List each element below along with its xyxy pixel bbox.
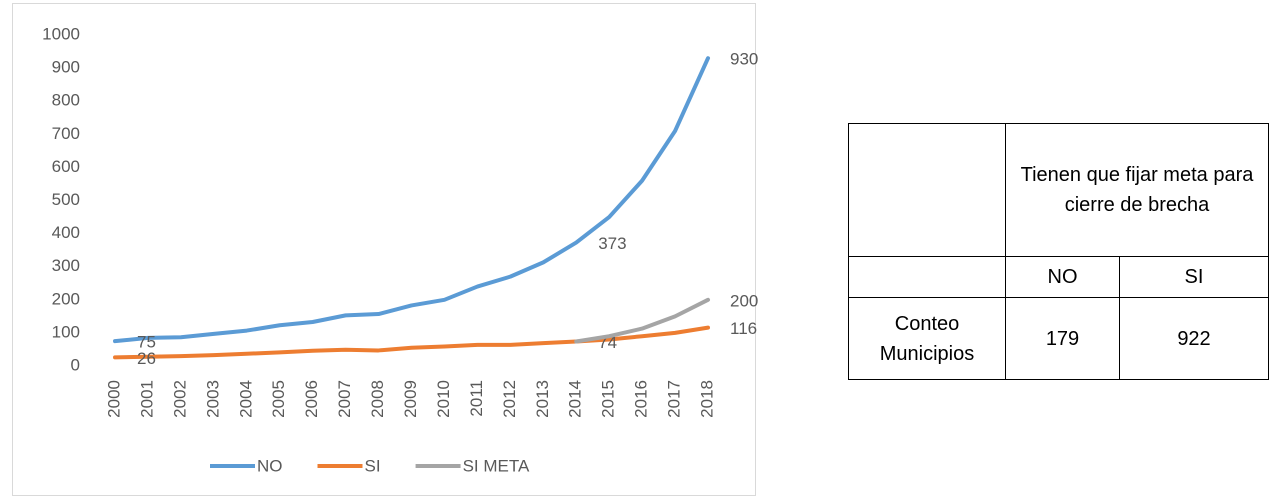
x-tick-label: 2009 bbox=[401, 380, 420, 418]
cell: 179 bbox=[1005, 297, 1120, 380]
y-tick-label: 300 bbox=[52, 256, 80, 275]
legend-label: NO bbox=[257, 456, 283, 475]
x-tick-label: 2002 bbox=[170, 380, 189, 418]
header-cell: Tienen que fijar meta para cierre de bre… bbox=[1005, 123, 1269, 257]
x-tick-label: 2004 bbox=[236, 380, 255, 418]
line bbox=[574, 297, 710, 344]
legend-label: SI META bbox=[463, 456, 530, 475]
cell: 922 bbox=[1119, 297, 1269, 380]
x-tick-label: 2013 bbox=[533, 380, 552, 418]
y-tick-label: 700 bbox=[52, 124, 80, 143]
y-tick-label: 900 bbox=[52, 58, 80, 77]
chart-frame bbox=[12, 3, 756, 496]
row-header: Conteo Municipios bbox=[848, 297, 1006, 380]
x-tick-label: 2014 bbox=[566, 380, 585, 418]
x-tick-label: 2007 bbox=[335, 380, 354, 418]
x-tick-label: 2011 bbox=[467, 380, 486, 417]
data-label: 930 bbox=[730, 50, 758, 69]
column-header: NO bbox=[1005, 256, 1120, 298]
y-tick-label: 600 bbox=[52, 157, 80, 176]
empty-cell bbox=[848, 123, 1006, 257]
x-tick-label: 2012 bbox=[500, 380, 519, 418]
x-tick-label: 2010 bbox=[434, 380, 453, 418]
data-label: 116 bbox=[730, 319, 757, 338]
y-tick-label: 800 bbox=[52, 91, 80, 110]
line bbox=[113, 325, 710, 360]
y-tick-label: 100 bbox=[52, 322, 80, 341]
x-tick-label: 2001 bbox=[137, 380, 156, 418]
x-tick-label: 2006 bbox=[302, 380, 321, 418]
table: Tienen que fijar meta para cierre de bre… bbox=[848, 123, 1269, 380]
y-tick-label: 400 bbox=[52, 223, 80, 242]
data-label: 373 bbox=[598, 234, 626, 253]
line bbox=[113, 56, 710, 344]
x-tick-label: 2000 bbox=[104, 380, 123, 418]
data-label: 75 bbox=[137, 333, 156, 352]
y-tick-label: 1000 bbox=[42, 24, 80, 43]
x-tick-label: 2016 bbox=[632, 380, 651, 418]
legend-label: SI bbox=[365, 456, 381, 475]
data-label: 26 bbox=[137, 349, 156, 368]
y-tick-label: 0 bbox=[71, 355, 80, 374]
x-tick-label: 2018 bbox=[697, 380, 716, 418]
x-tick-label: 2005 bbox=[269, 380, 288, 418]
column-header: SI bbox=[1119, 256, 1269, 298]
x-tick-label: 2015 bbox=[599, 380, 618, 418]
data-label: 200 bbox=[730, 291, 758, 310]
empty-cell bbox=[848, 256, 1006, 298]
x-tick-label: 2017 bbox=[665, 380, 684, 418]
x-tick-label: 2003 bbox=[203, 380, 222, 418]
x-tick-label: 2008 bbox=[368, 380, 387, 418]
y-tick-label: 200 bbox=[52, 289, 80, 308]
y-tick-label: 500 bbox=[52, 190, 80, 209]
